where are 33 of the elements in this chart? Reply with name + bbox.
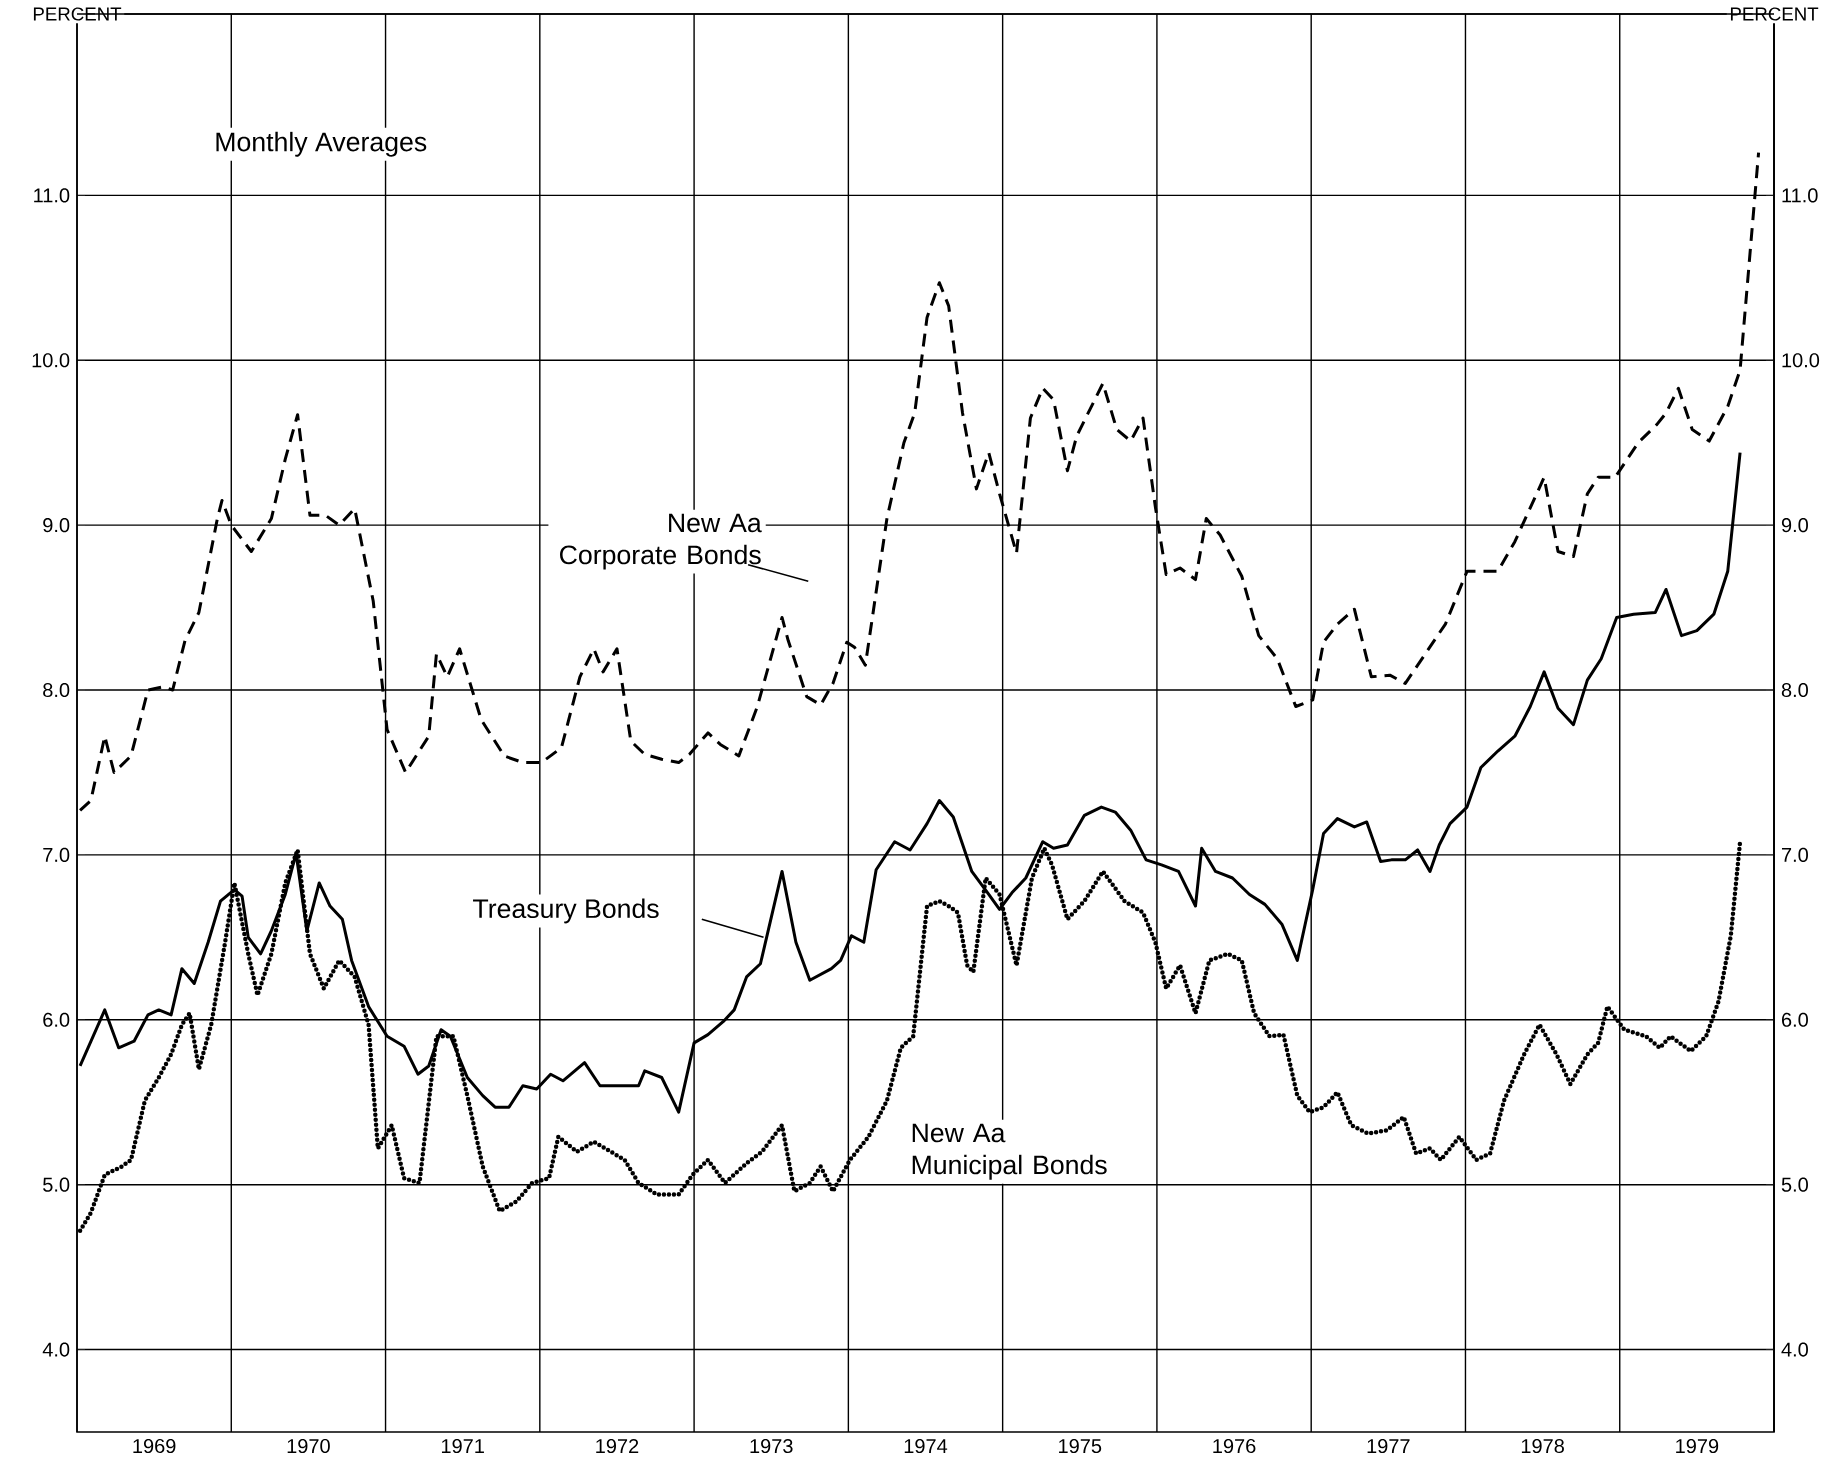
series-label: New Aa Corporate Bonds [560, 513, 762, 570]
x-tick-label: 1970 [287, 1438, 330, 1454]
y-tick-label: 11.0 [34, 188, 70, 203]
y2-tick-label: 8.0 [1781, 682, 1808, 698]
y-tick-label: 4.0 [42, 1342, 70, 1357]
y2-tick-label: 10.0 [1782, 353, 1820, 368]
x-tick-label: 1972 [596, 1438, 639, 1454]
y2-tick-label: 7.0 [1781, 847, 1808, 862]
annotation: Monthly Averages [216, 131, 427, 157]
y-tick-label: 7.0 [43, 847, 70, 862]
y2-axis-title: PERCENT [1730, 7, 1819, 21]
x-tick-label: 1979 [1676, 1438, 1719, 1454]
x-tick-label: 1973 [750, 1438, 793, 1454]
y-axis-title: PERCENT [33, 7, 122, 21]
y-tick-label: 10.0 [32, 353, 70, 368]
x-tick-label: 1969 [133, 1438, 176, 1454]
y-tick-label: 5.0 [43, 1177, 70, 1192]
y-tick-label: 6.0 [43, 1012, 70, 1027]
x-tick-label: 1976 [1213, 1438, 1256, 1454]
y-tick-label: 8.0 [43, 682, 70, 698]
y2-tick-label: 9.0 [1781, 518, 1808, 533]
y2-tick-label: 6.0 [1781, 1012, 1808, 1027]
series-label: New Aa Municipal Bonds [912, 1123, 1107, 1180]
x-tick-label: 1974 [904, 1438, 948, 1454]
legend-label: Treasury Bonds [473, 898, 659, 924]
x-tick-label: 1975 [1059, 1438, 1102, 1454]
y2-tick-label: 4.0 [1781, 1342, 1808, 1357]
y-tick-label: 9.0 [43, 518, 70, 533]
x-tick-label: 1978 [1521, 1438, 1564, 1454]
x-tick-label: 1971 [441, 1438, 484, 1454]
x-tick-label: 1977 [1367, 1438, 1410, 1454]
y2-tick-label: 11.0 [1782, 188, 1818, 203]
y2-tick-label: 5.0 [1781, 1177, 1808, 1192]
